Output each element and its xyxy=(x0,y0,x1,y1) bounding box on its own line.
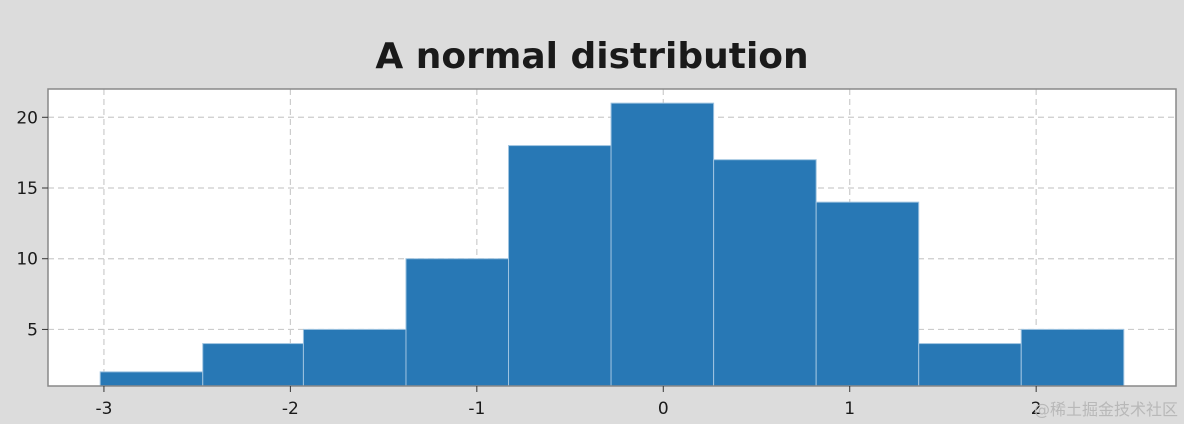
histogram-bar xyxy=(1020,328,1125,387)
histogram-bar xyxy=(610,102,715,387)
y-axis: 5 10 15 20 xyxy=(16,108,48,340)
y-tick-label: 15 xyxy=(16,179,38,199)
x-axis: -3 -2 -1 0 1 2 xyxy=(95,386,1042,419)
x-tick-label: 2 xyxy=(1031,399,1042,419)
x-tick-label: 0 xyxy=(658,399,669,419)
x-tick-label: -2 xyxy=(282,399,299,419)
histogram-bar xyxy=(508,145,612,387)
histogram-bar xyxy=(302,328,407,387)
y-tick-label: 10 xyxy=(16,250,38,270)
histogram-bar xyxy=(918,343,1022,387)
x-tick-label: 1 xyxy=(844,399,855,419)
chart-title: A normal distribution xyxy=(375,36,809,77)
histogram-bar xyxy=(202,343,304,387)
histogram-bars xyxy=(99,102,1125,387)
histogram-bar xyxy=(815,201,920,387)
watermark: @稀土掘金技术社区 xyxy=(1033,400,1178,419)
y-tick-label: 20 xyxy=(16,108,38,128)
histogram-bar xyxy=(713,159,817,387)
y-tick-label: 5 xyxy=(27,320,38,340)
plot-frame xyxy=(47,88,1177,387)
x-tick-label: -1 xyxy=(468,399,485,419)
histogram-bar xyxy=(99,371,204,387)
histogram-bar xyxy=(405,258,510,387)
x-tick-label: -3 xyxy=(95,399,112,419)
